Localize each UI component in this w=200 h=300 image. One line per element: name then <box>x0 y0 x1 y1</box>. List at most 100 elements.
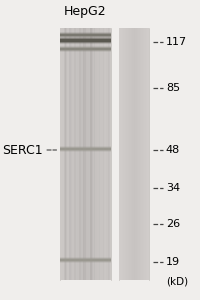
Bar <box>127 28 128 280</box>
Bar <box>136 28 137 280</box>
Bar <box>100 28 101 280</box>
Bar <box>94 28 95 280</box>
Bar <box>69 28 70 280</box>
Bar <box>108 28 109 280</box>
Bar <box>60 148 110 150</box>
Text: 117: 117 <box>165 37 186 47</box>
Bar <box>92 28 93 280</box>
Bar <box>60 259 110 261</box>
Bar <box>70 28 71 280</box>
Bar <box>130 28 131 280</box>
Bar <box>60 39 110 42</box>
Bar <box>102 28 103 280</box>
Bar <box>98 28 99 280</box>
Bar <box>109 28 110 280</box>
Text: HepG2: HepG2 <box>64 5 106 18</box>
Bar <box>108 28 109 280</box>
Bar <box>86 28 87 280</box>
Bar <box>60 40 110 43</box>
Bar <box>118 28 119 280</box>
Bar <box>60 47 110 49</box>
Bar <box>98 28 99 280</box>
Bar <box>99 28 100 280</box>
Bar <box>105 28 107 280</box>
Bar <box>60 50 110 52</box>
Bar <box>126 28 127 280</box>
Bar <box>60 33 110 35</box>
Bar <box>66 28 67 280</box>
Bar <box>128 28 129 280</box>
Text: 48: 48 <box>165 145 179 155</box>
Bar <box>79 28 81 280</box>
Bar <box>74 28 75 280</box>
Bar <box>93 28 95 280</box>
Bar <box>60 261 110 263</box>
Bar <box>79 28 81 280</box>
Bar <box>124 28 125 280</box>
Bar <box>121 28 122 280</box>
Text: (kD): (kD) <box>165 276 187 286</box>
Bar <box>125 28 126 280</box>
Bar <box>65 28 67 280</box>
Bar <box>106 28 107 280</box>
Bar <box>60 150 110 152</box>
Bar <box>60 260 110 262</box>
Bar <box>75 28 76 280</box>
Bar <box>129 28 130 280</box>
Bar <box>83 28 85 280</box>
Bar <box>90 28 92 280</box>
Bar <box>132 28 133 280</box>
Bar <box>141 28 142 280</box>
Bar <box>105 28 106 280</box>
Bar <box>91 28 92 280</box>
Bar <box>107 28 108 280</box>
Text: 26: 26 <box>165 219 179 229</box>
Bar <box>104 28 105 280</box>
Bar <box>60 36 110 38</box>
Bar <box>82 28 83 280</box>
Bar <box>60 48 110 50</box>
Bar <box>68 28 69 280</box>
Bar <box>89 28 90 280</box>
Bar <box>60 257 110 259</box>
Bar <box>60 147 110 149</box>
Bar <box>60 46 110 48</box>
Bar <box>78 28 79 280</box>
Bar <box>60 35 110 37</box>
Bar <box>101 28 102 280</box>
Bar <box>60 149 110 151</box>
Bar <box>61 28 62 280</box>
Bar <box>64 28 65 280</box>
Bar <box>95 28 96 280</box>
Bar <box>103 28 104 280</box>
Bar <box>88 28 89 280</box>
Bar <box>73 28 74 280</box>
Bar <box>144 28 145 280</box>
Bar <box>96 28 97 280</box>
Bar <box>93 28 94 280</box>
Bar <box>76 28 77 280</box>
Bar <box>87 28 88 280</box>
Bar <box>60 49 110 51</box>
Bar <box>65 28 66 280</box>
Bar <box>81 28 82 280</box>
Bar <box>143 28 144 280</box>
Bar <box>60 41 110 44</box>
Bar <box>60 34 110 36</box>
Bar <box>72 28 73 280</box>
Bar <box>60 28 61 280</box>
Bar <box>71 28 72 280</box>
Bar <box>134 28 135 280</box>
Bar <box>73 28 76 280</box>
Bar <box>60 146 110 148</box>
Bar <box>146 28 147 280</box>
Bar <box>145 28 146 280</box>
Bar <box>131 28 132 280</box>
Bar <box>69 28 70 280</box>
Bar <box>84 28 85 280</box>
Bar <box>90 28 91 280</box>
Bar <box>63 28 64 280</box>
Bar <box>64 28 66 280</box>
Bar <box>120 28 121 280</box>
Bar <box>79 28 80 280</box>
